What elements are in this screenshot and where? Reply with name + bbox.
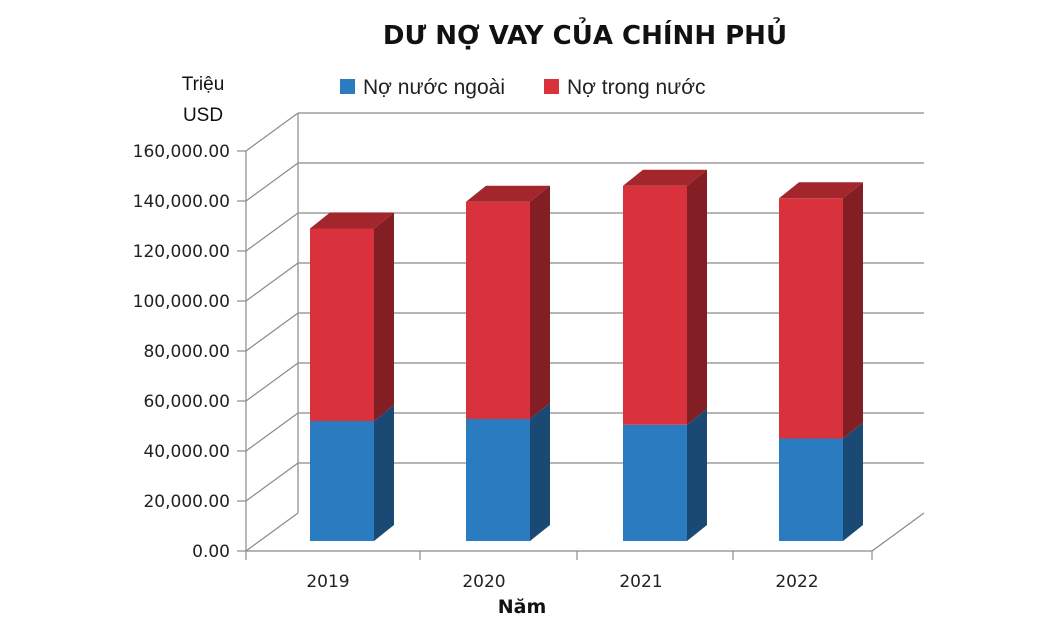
bar-segment — [779, 182, 863, 439]
x-tick-label: 2021 — [619, 572, 662, 592]
y-tick-label: 40,000.00 — [143, 442, 230, 462]
bar-front — [623, 185, 687, 425]
bar-top — [310, 212, 394, 229]
bar-top — [779, 182, 863, 199]
bar-segment — [310, 405, 394, 541]
bar-front — [623, 424, 687, 541]
bar-segment — [779, 422, 863, 541]
bar-front — [779, 198, 843, 439]
legend: Nợ nước ngoài Nợ trong nước — [340, 76, 705, 99]
y-axis-ticks: 0.00 20,000.00 40,000.00 60,000.00 80,000.00… — [133, 142, 246, 562]
bar-side — [843, 422, 863, 541]
y-tick-label: 120,000.00 — [133, 242, 230, 262]
bar-side — [530, 185, 550, 419]
bar-top — [466, 185, 550, 202]
bar-front — [466, 201, 530, 419]
bar-front — [466, 419, 530, 541]
x-tick-label: 2020 — [462, 572, 505, 592]
bar-segment — [466, 185, 550, 419]
bar-stack-2019 — [310, 212, 394, 541]
legend-label-domestic-debt: Nợ trong nước — [567, 76, 705, 99]
bar-side — [374, 405, 394, 541]
wall-gridline-diagonal — [245, 112, 299, 152]
y-axis-label-line-1: Triệu — [182, 74, 225, 95]
wall-gridline-diagonal — [245, 212, 299, 252]
bar-stack-2021 — [623, 169, 707, 541]
bar-side — [687, 169, 707, 425]
bar-segment — [310, 212, 394, 421]
y-tick-label: 100,000.00 — [133, 292, 230, 312]
wall-gridline-diagonal — [245, 512, 299, 552]
bar-side — [530, 403, 550, 541]
bar-front — [310, 228, 374, 421]
wall-gridline-diagonal — [245, 312, 299, 352]
bar-side — [374, 212, 394, 421]
bar-side — [843, 182, 863, 439]
wall-gridline-diagonal — [245, 362, 299, 402]
bar-front — [779, 438, 843, 541]
bar-top — [623, 169, 707, 186]
wall-gridline-diagonal — [245, 412, 299, 452]
x-axis-label: Năm — [498, 596, 547, 618]
y-tick-label: 20,000.00 — [143, 492, 230, 512]
legend-swatch-domestic-debt — [544, 79, 559, 94]
x-tick-label: 2022 — [775, 572, 818, 592]
y-tick-label: 60,000.00 — [143, 392, 230, 412]
wall-gridline-diagonal — [245, 262, 299, 302]
legend-swatch-foreign-debt — [340, 79, 355, 94]
y-tick-label: 0.00 — [192, 542, 230, 562]
bar-side — [687, 408, 707, 541]
y-tick-label: 140,000.00 — [133, 192, 230, 212]
y-tick-label: 160,000.00 — [133, 142, 230, 162]
x-axis-ticks: 2019 2020 2021 2022 — [245, 551, 873, 592]
bar-front — [310, 421, 374, 541]
bar-segment — [623, 169, 707, 425]
bar-stack-2022 — [779, 182, 863, 541]
x-tick-label: 2019 — [306, 572, 349, 592]
chart-title: DƯ NỢ VAY CỦA CHÍNH PHỦ — [383, 15, 787, 51]
y-tick-label: 80,000.00 — [143, 342, 230, 362]
bar-segment — [623, 408, 707, 541]
wall-gridline-diagonal — [245, 462, 299, 502]
y-axis-label-line-2: USD — [183, 105, 223, 126]
wall-gridline-diagonal — [245, 162, 299, 202]
legend-label-foreign-debt: Nợ nước ngoài — [363, 76, 505, 99]
bar-stack-2020 — [466, 185, 550, 541]
bar-segment — [466, 403, 550, 541]
bars — [310, 169, 863, 541]
